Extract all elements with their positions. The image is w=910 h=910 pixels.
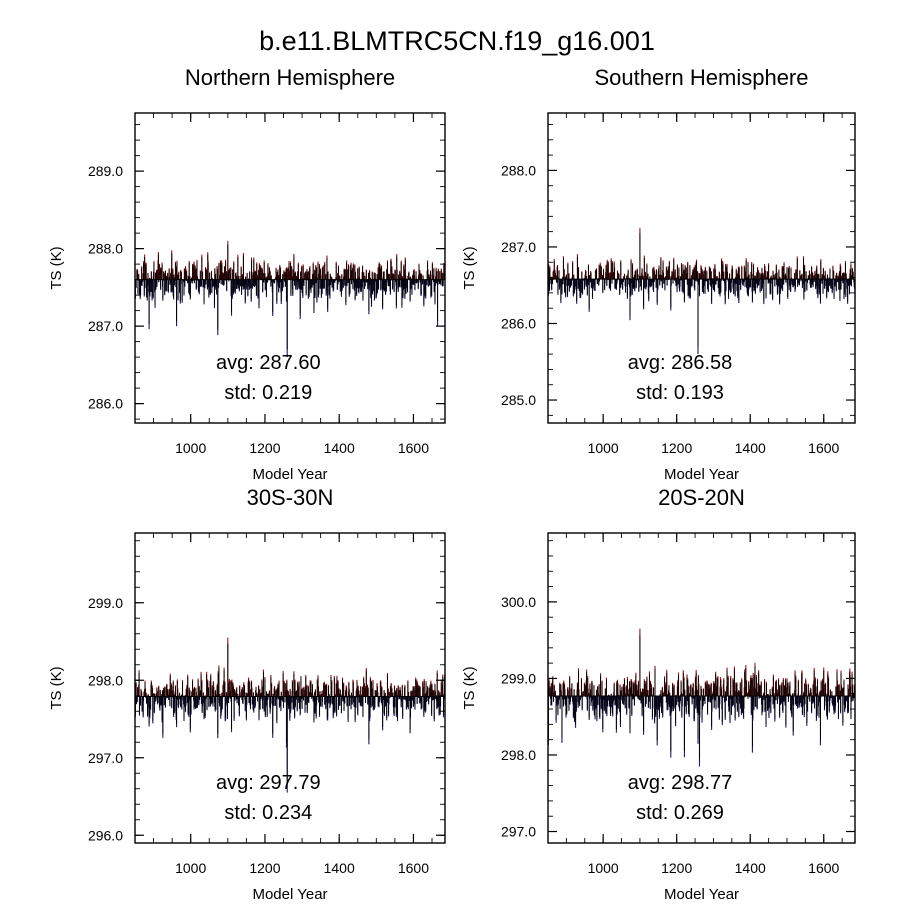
std-annotation: std: 0.193 xyxy=(636,382,724,404)
avg-annotation: avg: 287.60 xyxy=(216,352,321,374)
std-annotation: std: 0.219 xyxy=(224,382,312,404)
x-axis-label: Model Year xyxy=(252,466,327,483)
x-axis-label: Model Year xyxy=(664,466,739,483)
y-tick-label: 289.0 xyxy=(88,163,123,179)
x-tick-label: 1400 xyxy=(324,440,355,456)
panel-title: 30S-30N xyxy=(247,485,334,510)
y-tick-label: 286.0 xyxy=(88,396,123,412)
figure-title: b.e11.BLMTRC5CN.f19_g16.001 xyxy=(259,26,655,56)
y-tick-label: 286.0 xyxy=(501,315,536,331)
plot-frame xyxy=(547,112,856,424)
panel-title: Southern Hemisphere xyxy=(594,65,808,90)
x-tick-label: 1000 xyxy=(588,440,619,456)
y-axis-label: TS (K) xyxy=(461,246,478,289)
x-tick-label: 1200 xyxy=(661,440,692,456)
y-tick-label: 285.0 xyxy=(501,392,536,408)
panel-title: Northern Hemisphere xyxy=(185,65,395,90)
data-bars xyxy=(547,227,856,355)
y-tick-label: 288.0 xyxy=(501,162,536,178)
y-tick-label: 287.0 xyxy=(88,318,123,334)
y-tick-label: 287.0 xyxy=(501,239,536,255)
panel-2: Southern Hemisphere 285.0 286.0 287.0 288.0 1… xyxy=(461,65,856,483)
x-tick-label: 1000 xyxy=(175,440,206,456)
y-axis-label: TS (K) xyxy=(48,246,65,289)
panels: Northern Hemisphere 286.0 287.0 288.0 289.0 1… xyxy=(48,65,856,903)
x-tick-label: 1400 xyxy=(735,440,766,456)
panel-1: Northern Hemisphere 286.0 287.0 288.0 289.0 1… xyxy=(48,65,446,483)
data-bars xyxy=(134,240,446,358)
plot-frame xyxy=(134,112,446,424)
avg-annotation: avg: 286.58 xyxy=(628,352,733,374)
data-bars xyxy=(134,637,446,793)
x-tick-label: 1600 xyxy=(808,440,839,456)
y-tick-label: 288.0 xyxy=(88,241,123,257)
x-tick-label: 1600 xyxy=(398,440,429,456)
x-tick-label: 1200 xyxy=(249,440,280,456)
